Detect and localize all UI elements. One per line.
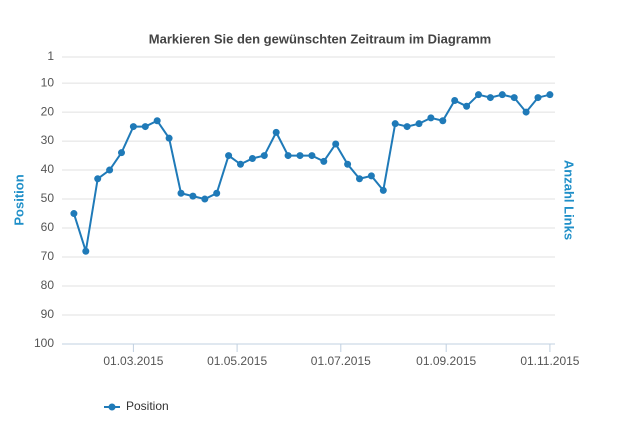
data-point xyxy=(391,120,399,128)
data-point xyxy=(189,192,197,200)
data-point xyxy=(165,134,173,142)
data-point xyxy=(403,123,411,131)
data-point xyxy=(427,114,435,122)
data-point xyxy=(272,128,280,136)
data-point xyxy=(213,189,221,197)
legend-marker xyxy=(108,403,116,411)
data-point xyxy=(475,91,482,99)
y-tick-label: 70 xyxy=(41,249,55,263)
y-tick-label: 90 xyxy=(41,307,55,321)
data-point xyxy=(177,189,185,197)
y-tick-label: 50 xyxy=(41,191,55,205)
y2-axis-label: Anzahl Links xyxy=(562,160,577,240)
data-point xyxy=(248,154,256,162)
data-point xyxy=(201,195,209,203)
y-tick-label: 80 xyxy=(41,278,55,292)
data-point xyxy=(332,140,340,148)
data-point xyxy=(296,152,304,160)
data-point xyxy=(118,149,125,157)
x-tick-label: 01.03.2015 xyxy=(103,354,163,368)
y-tick-label: 40 xyxy=(41,162,55,176)
data-point xyxy=(546,91,554,99)
data-point xyxy=(439,117,447,125)
chart-title: Markieren Sie den gewünschten Zeitraum i… xyxy=(149,31,491,46)
data-point xyxy=(463,102,471,110)
data-point xyxy=(486,94,494,102)
data-point xyxy=(379,186,387,194)
data-point xyxy=(141,123,149,131)
data-point xyxy=(106,166,114,174)
y-tick-label: 1 xyxy=(47,49,54,63)
data-point xyxy=(534,94,542,102)
data-point xyxy=(284,152,292,160)
y-tick-label: 30 xyxy=(41,133,55,147)
data-point xyxy=(356,175,363,183)
data-point xyxy=(510,94,518,102)
x-tick-label: 01.09.2015 xyxy=(416,354,476,368)
data-point xyxy=(320,157,328,165)
data-point xyxy=(522,108,530,116)
data-point xyxy=(129,123,137,131)
data-point xyxy=(70,210,78,218)
data-point xyxy=(82,247,90,255)
y-axis-label: Position xyxy=(11,174,26,225)
y-tick-label: 60 xyxy=(41,220,55,234)
data-point xyxy=(308,152,316,160)
y-tick-label: 20 xyxy=(41,104,55,118)
x-tick-label: 01.05.2015 xyxy=(207,354,267,368)
data-point xyxy=(94,175,102,183)
y-tick-label: 10 xyxy=(41,75,55,89)
x-tick-label: 01.07.2015 xyxy=(311,354,371,368)
data-point xyxy=(367,172,375,180)
data-point xyxy=(344,160,352,168)
x-tick-label: 01.11.2015 xyxy=(520,354,579,368)
data-point xyxy=(415,120,423,128)
data-point xyxy=(237,160,244,168)
data-point xyxy=(260,152,268,160)
data-point xyxy=(451,96,459,104)
y-tick-label: 100 xyxy=(34,336,54,350)
data-point xyxy=(153,117,161,125)
data-point xyxy=(225,152,233,160)
data-point xyxy=(498,91,506,99)
legend-label: Position xyxy=(126,399,169,413)
